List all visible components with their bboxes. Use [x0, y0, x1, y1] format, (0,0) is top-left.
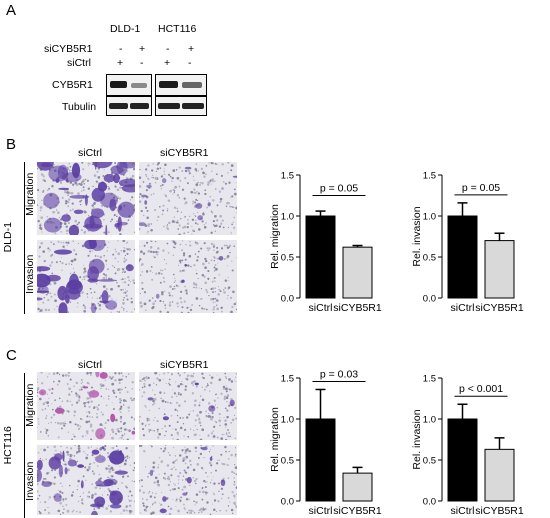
- panel-letter-a: A: [6, 2, 17, 19]
- y-tick-label: 1.0: [281, 212, 294, 223]
- y-tick-label: 0.0: [423, 497, 436, 508]
- y-tick-label: 0.0: [423, 294, 436, 305]
- cell-line-label-c: HCT116: [1, 426, 14, 465]
- blot-cyb5r1-dld1: [106, 74, 152, 96]
- y-axis-title: Rel. migration: [269, 407, 281, 472]
- y-tick-label: 1.5: [281, 171, 294, 182]
- blot-cyb5r1-hct116: [155, 74, 207, 96]
- bracket-line-hct116: [24, 373, 25, 518]
- mark-sictrl-1: +: [117, 57, 124, 69]
- mark-sicyb5r1-3: -: [166, 43, 170, 55]
- x-tick-label: siCtrl: [451, 302, 475, 314]
- bar-sicyb5r1: [342, 246, 373, 299]
- cell-line-label-b: DLD-1: [1, 222, 14, 253]
- y-tick-label: 0.5: [281, 253, 294, 264]
- p-value-annotation: p = 0.05: [462, 182, 500, 194]
- blot-tubulin-dld1: [106, 96, 152, 116]
- micrograph-hct116-migration-sicyb5r1: [139, 372, 237, 440]
- micrograph-hct116-invasion-sicyb5r1: [139, 445, 237, 515]
- row-label-migration-c: Migration: [23, 383, 36, 427]
- bar-sictrl: [447, 215, 478, 299]
- micrograph-dld1-invasion-sictrl: [37, 240, 135, 313]
- row-label-sictrl: siCtrl: [67, 57, 91, 69]
- mark-sicyb5r1-2: +: [139, 43, 146, 55]
- col-label-sictrl-c: siCtrl: [78, 359, 102, 371]
- blot-label-tubulin: Tubulin: [62, 101, 97, 113]
- blot-label-cyb5r1: CYB5R1: [52, 79, 93, 91]
- y-tick-label: 1.0: [423, 212, 436, 223]
- bar-sicyb5r1: [484, 448, 515, 502]
- y-tick-label: 0.5: [423, 253, 436, 264]
- chart-hct116-migration: 0.0 0.5 1.0 1.5 Rel. migration siCtrl siCYB5R1…: [269, 368, 382, 517]
- panel-letter-c: C: [6, 347, 17, 364]
- col-label-sicyb5r1-b: siCYB5R1: [160, 147, 209, 159]
- mark-sicyb5r1-4: +: [188, 43, 195, 55]
- mark-sictrl-4: -: [188, 57, 192, 69]
- mark-sictrl-3: +: [164, 57, 171, 69]
- y-tick-label: 0.5: [423, 456, 436, 467]
- y-tick-label: 0.0: [281, 497, 294, 508]
- row-label-sicyb5r1: siCYB5R1: [44, 43, 93, 55]
- mark-sictrl-2: -: [140, 57, 144, 69]
- row-label-invasion-b: Invasion: [23, 254, 36, 294]
- micrograph-dld1-migration-sicyb5r1: [139, 162, 237, 235]
- x-tick-label: siCYB5R1: [333, 505, 382, 517]
- chart-hct116-invasion: 0.0 0.5 1.0 1.5 Rel. invasion siCtrl siCYB5R1 p…: [411, 374, 524, 518]
- y-tick-label: 1.5: [423, 374, 436, 385]
- col-label-sictrl-b: siCtrl: [78, 147, 102, 159]
- micrograph-dld1-migration-sictrl: [37, 162, 135, 235]
- y-axis-title: Rel. invasion: [411, 409, 423, 469]
- micrograph-hct116-migration-sictrl: [37, 372, 135, 440]
- p-value-annotation: p = 0.05: [320, 183, 358, 195]
- chart-dld1-invasion: 0.0 0.5 1.0 1.5 Rel. invasion siCtrl siCYB5R1 p…: [411, 171, 524, 315]
- x-tick-label: siCtrl: [309, 302, 333, 314]
- x-tick-label: siCYB5R1: [475, 302, 524, 314]
- cell-line-label-dld1: DLD-1: [110, 23, 141, 35]
- bar-sicyb5r1: [484, 240, 515, 299]
- panel-letter-b: B: [6, 136, 17, 153]
- blot-tubulin-hct116: [155, 96, 207, 116]
- mark-sicyb5r1-1: -: [119, 43, 123, 55]
- chart-dld1-migration: 0.0 0.5 1.0 1.5 Rel. migration siCtrl siCYB5R1…: [269, 171, 382, 315]
- bar-sictrl: [305, 215, 336, 299]
- col-label-sicyb5r1-c: siCYB5R1: [160, 359, 209, 371]
- micrograph-dld1-invasion-sicyb5r1: [139, 240, 237, 313]
- row-label-invasion-c: Invasion: [23, 461, 36, 501]
- y-tick-label: 1.0: [423, 415, 436, 426]
- y-tick-label: 0.0: [281, 294, 294, 305]
- p-value-annotation: p = 0.03: [320, 368, 358, 380]
- p-value-annotation: p < 0.001: [459, 383, 503, 395]
- y-tick-label: 1.0: [281, 415, 294, 426]
- y-axis-title: Rel. invasion: [411, 206, 423, 266]
- x-tick-label: siCtrl: [451, 505, 475, 517]
- bar-sictrl: [305, 418, 336, 502]
- y-tick-label: 1.5: [281, 374, 294, 385]
- bar-sictrl: [447, 418, 478, 502]
- y-tick-label: 0.5: [281, 456, 294, 467]
- bracket-line-dld1: [24, 162, 25, 314]
- micrograph-hct116-invasion-sictrl: [37, 445, 135, 515]
- cell-line-label-hct116: HCT116: [158, 23, 197, 35]
- x-tick-label: siCYB5R1: [475, 505, 524, 517]
- x-tick-label: siCYB5R1: [333, 302, 382, 314]
- x-tick-label: siCtrl: [309, 505, 333, 517]
- row-label-migration-b: Migration: [23, 172, 36, 216]
- y-axis-title: Rel. migration: [269, 204, 281, 269]
- y-tick-label: 1.5: [423, 171, 436, 182]
- bar-sicyb5r1: [342, 472, 373, 502]
